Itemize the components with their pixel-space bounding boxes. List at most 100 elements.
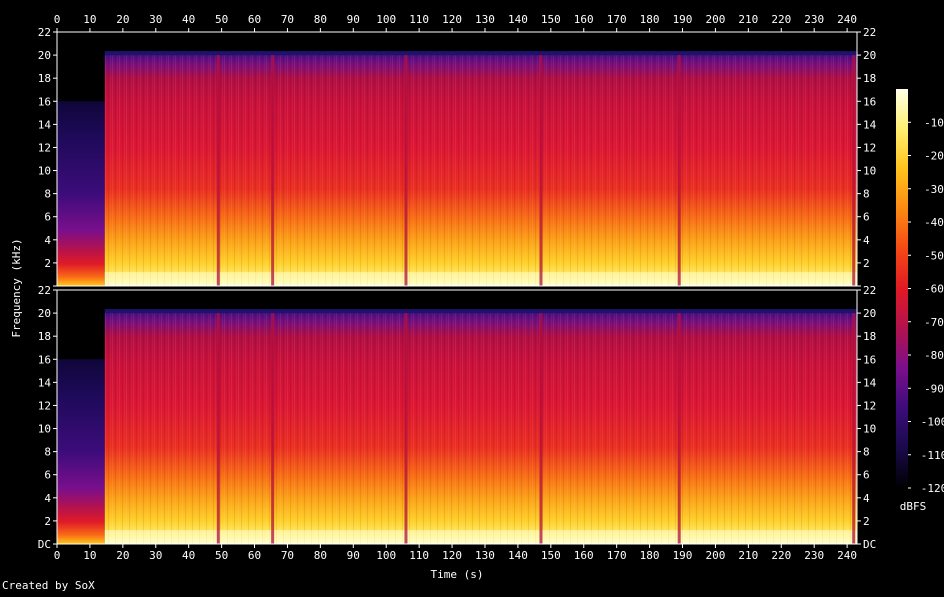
y-tick-label: 4 xyxy=(863,492,870,505)
colorbar-tick-label: -120 xyxy=(921,482,944,495)
y-tick-label: 18 xyxy=(38,330,51,343)
y-tick-label: 10 xyxy=(863,423,876,436)
y-tick-label: 6 xyxy=(44,469,51,482)
y-tick-label: 16 xyxy=(38,353,51,366)
x-tick-label: 100 xyxy=(376,549,396,562)
y-tick-label: 2 xyxy=(44,257,51,270)
colorbar-tick-label: -80 xyxy=(924,349,944,362)
y-tick-label: 20 xyxy=(863,49,876,62)
y-tick-label: 6 xyxy=(863,469,870,482)
x-tick-label: 70 xyxy=(281,13,294,26)
x-tick-label: 20 xyxy=(116,13,129,26)
y-tick-label: 16 xyxy=(38,95,51,108)
y-tick-label: 10 xyxy=(38,423,51,436)
x-tick-label: 150 xyxy=(541,549,561,562)
colorbar-gradient xyxy=(896,89,908,488)
axes: 0 0 10 10 20 20 30 30 40 40 50 50 60 60 70 70 80 80 90 90 10… xyxy=(54,13,857,562)
bass-band xyxy=(104,272,857,286)
x-tick-label: 140 xyxy=(508,13,528,26)
colorbar: -10 -20 -30 -40 -50 -60 -70 -80 -90 -100 -110 -120 xyxy=(896,89,944,495)
x-tick-label: 240 xyxy=(837,13,857,26)
spectrum-segment xyxy=(57,359,105,544)
y-tick-label: 2 xyxy=(863,257,870,270)
spectrum-texture xyxy=(104,55,857,286)
x-tick-label: 200 xyxy=(705,13,725,26)
colorbar-tick-label: -20 xyxy=(924,150,944,163)
x-tick-label: 60 xyxy=(248,13,261,26)
x-tick-label: 240 xyxy=(837,549,857,562)
x-tick-label: 0 xyxy=(54,549,61,562)
x-tick-label: 220 xyxy=(771,13,791,26)
x-tick-label: 30 xyxy=(149,549,162,562)
x-tick-label: 90 xyxy=(347,549,360,562)
y-tick-label: 2 xyxy=(44,515,51,528)
x-tick-label: 140 xyxy=(508,549,528,562)
y-tick-label: 22 xyxy=(38,26,51,39)
y-tick-label: DC xyxy=(863,538,876,551)
x-tick-label: 70 xyxy=(281,549,294,562)
y-tick-label: 22 xyxy=(38,284,51,297)
y-tick-label: 18 xyxy=(863,72,876,85)
transition-dip xyxy=(852,313,856,544)
x-tick-label: 80 xyxy=(314,549,327,562)
x-tick-label: 160 xyxy=(574,549,594,562)
x-tick-label: 170 xyxy=(607,13,627,26)
x-tick-label: 190 xyxy=(673,13,693,26)
y-tick-label: 18 xyxy=(863,330,876,343)
y-tick-label: 6 xyxy=(44,211,51,224)
y-tick-label: 12 xyxy=(863,141,876,154)
x-tick-label: 180 xyxy=(640,549,660,562)
y-tick-label: 4 xyxy=(44,492,51,505)
x-tick-label: 120 xyxy=(442,549,462,562)
y-axis-label: Frequency (kHz) xyxy=(10,238,23,337)
x-tick-label: 60 xyxy=(248,549,261,562)
transition-dip xyxy=(216,313,220,544)
transition-dip xyxy=(216,55,220,286)
x-tick-label: 190 xyxy=(673,549,693,562)
x-tick-label: 220 xyxy=(771,549,791,562)
transition-dip xyxy=(539,55,543,286)
x-tick-label: 120 xyxy=(442,13,462,26)
x-tick-label: 20 xyxy=(116,549,129,562)
x-tick-label: 130 xyxy=(475,13,495,26)
x-axis-label: Time (s) xyxy=(431,568,484,581)
y-tick-label: 22 xyxy=(863,26,876,39)
x-tick-label: 110 xyxy=(409,549,429,562)
transition-dip xyxy=(677,313,681,544)
transition-dip xyxy=(404,55,408,286)
x-tick-label: 30 xyxy=(149,13,162,26)
y-tick-label: 4 xyxy=(863,234,870,247)
y-tick-label: 12 xyxy=(38,141,51,154)
y-tick-label: 16 xyxy=(863,353,876,366)
y-tick-label: 20 xyxy=(38,49,51,62)
colorbar-tick-label: -110 xyxy=(921,449,944,462)
y-tick-label: 8 xyxy=(44,188,51,201)
transition-dip xyxy=(677,55,681,286)
colorbar-tick-label: -30 xyxy=(924,183,944,196)
y-tick-label: 14 xyxy=(863,376,877,389)
y-tick-label: 20 xyxy=(38,307,51,320)
cutoff-fringe xyxy=(104,309,857,314)
y-tick-label: 20 xyxy=(863,307,876,320)
cutoff-fringe xyxy=(104,51,857,56)
x-tick-label: 0 xyxy=(54,13,61,26)
x-tick-label: 80 xyxy=(314,13,327,26)
spectrum-segment xyxy=(57,101,105,286)
x-tick-label: 10 xyxy=(83,13,96,26)
credit-text: Created by SoX xyxy=(2,579,95,592)
y-tick-label: 8 xyxy=(863,446,870,459)
colorbar-tick-label: -10 xyxy=(924,116,944,129)
y-tick-label: 14 xyxy=(38,376,52,389)
x-tick-label: 210 xyxy=(738,13,758,26)
x-tick-label: 10 xyxy=(83,549,96,562)
x-tick-label: 90 xyxy=(347,13,360,26)
x-tick-label: 40 xyxy=(182,13,195,26)
x-tick-label: 100 xyxy=(376,13,396,26)
x-tick-label: 180 xyxy=(640,13,660,26)
x-tick-label: 50 xyxy=(215,549,228,562)
y-tick-label: 14 xyxy=(38,118,52,131)
y-tick-label: 2 xyxy=(863,515,870,528)
